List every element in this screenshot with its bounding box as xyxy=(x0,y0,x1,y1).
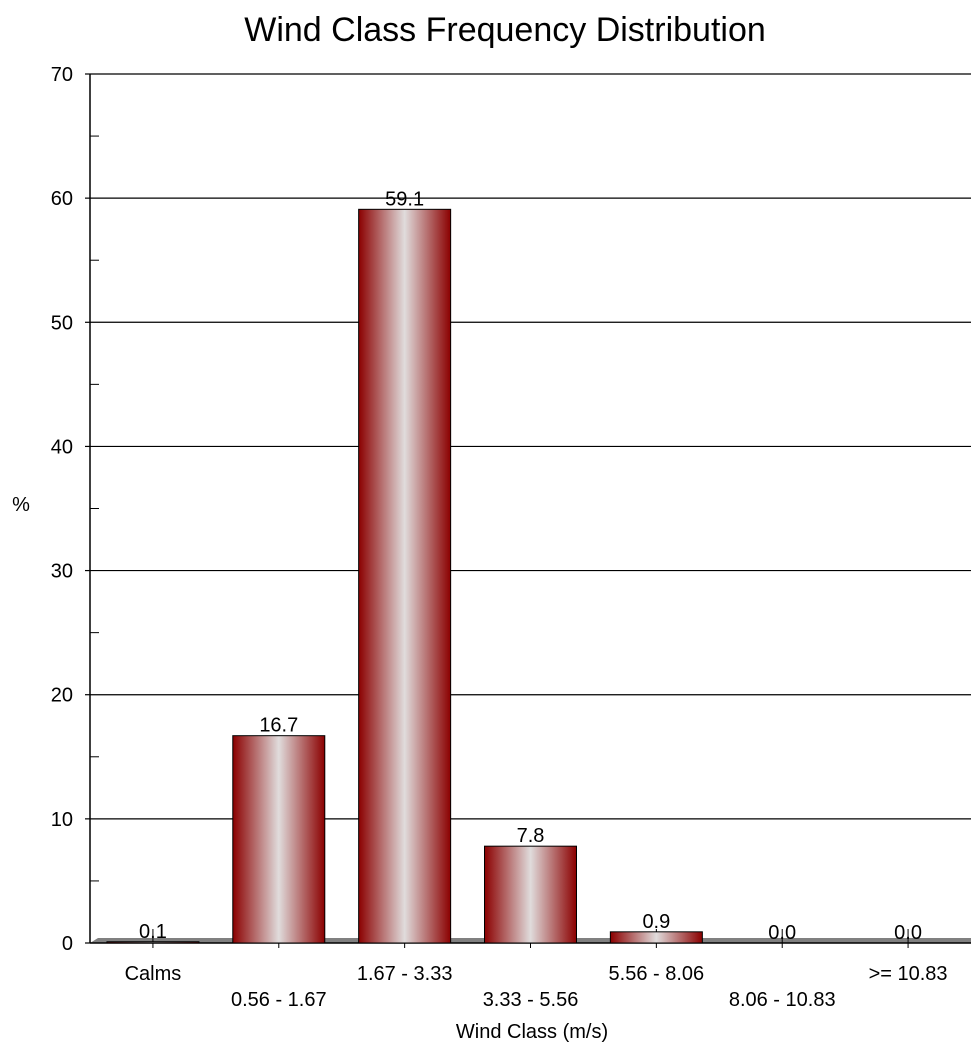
data-label: 0.0 xyxy=(768,922,796,944)
bar xyxy=(106,941,200,944)
y-axis-label: % xyxy=(12,494,30,516)
y-tick-label: 40 xyxy=(51,436,73,458)
labels: 0 10 20 30 40 50 60 70 0.1 Calms 16.7 0.56 - 1.67 59… xyxy=(51,64,948,1011)
x-tick-label: 8.06 - 10.83 xyxy=(729,989,836,1011)
bar xyxy=(232,735,326,944)
data-label: 16.7 xyxy=(259,715,298,737)
x-tick-label: 3.33 - 5.56 xyxy=(483,989,579,1011)
bars xyxy=(106,208,703,944)
data-label: 0.0 xyxy=(894,922,922,944)
x-axis-label: Wind Class (m/s) xyxy=(456,1021,608,1043)
chart-title: Wind Class Frequency Distribution xyxy=(244,11,766,49)
y-tick-label: 60 xyxy=(51,188,73,210)
axes xyxy=(85,73,971,948)
y-tick-label: 20 xyxy=(51,685,73,707)
bar xyxy=(609,931,703,944)
data-label: 59.1 xyxy=(385,188,424,210)
x-tick-label: 0.56 - 1.67 xyxy=(231,989,327,1011)
bar xyxy=(358,208,452,944)
x-tick-label: >= 10.83 xyxy=(869,963,948,985)
y-tick-label: 30 xyxy=(51,561,73,583)
y-tick-label: 0 xyxy=(62,933,73,955)
y-tick-label: 50 xyxy=(51,312,73,334)
x-tick-label: 5.56 - 8.06 xyxy=(609,963,705,985)
y-tick-label: 70 xyxy=(51,64,73,86)
y-tick-label: 10 xyxy=(51,809,73,831)
bar xyxy=(484,845,577,944)
grid-lines xyxy=(90,73,971,820)
x-tick-label: 1.67 - 3.33 xyxy=(357,963,453,985)
data-label: 7.8 xyxy=(517,825,545,847)
x-tick-label: Calms xyxy=(125,963,182,985)
data-label: 0.9 xyxy=(642,911,670,933)
data-label: 0.1 xyxy=(139,921,167,943)
